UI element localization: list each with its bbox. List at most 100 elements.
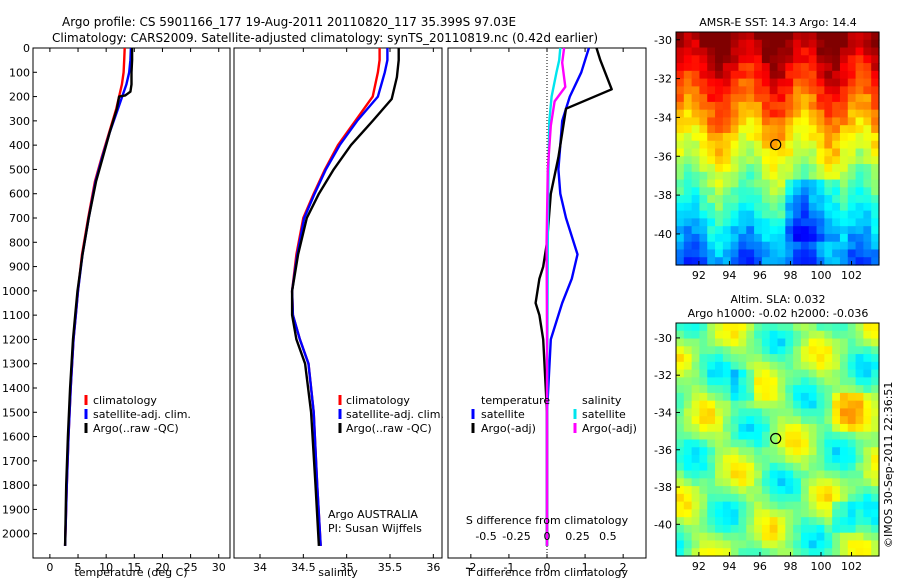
heatmap-cell (824, 257, 833, 266)
heatmap-cell (730, 78, 740, 87)
heatmap-cell (785, 532, 794, 542)
heatmap-cell (847, 210, 857, 219)
difference-legend: temperature salinity satellite Argo(-adj… (471, 394, 637, 435)
heatmap-cell (715, 187, 724, 196)
heatmap-cell (738, 47, 747, 56)
heatmap-cell (832, 540, 841, 549)
heatmap-cell (761, 70, 771, 80)
heatmap-cell (707, 39, 716, 49)
y-tick-label: -36 (654, 150, 672, 163)
heatmap-cell (769, 486, 779, 495)
heatmap-cell (871, 109, 880, 119)
heatmap-cell (855, 517, 864, 526)
heatmap-cell (707, 509, 716, 518)
heatmap-cell (699, 47, 708, 56)
heatmap-cell (769, 125, 779, 134)
heatmap-cell (777, 501, 786, 510)
heatmap-cell (863, 218, 872, 227)
heatmap-cell (824, 233, 833, 243)
heatmap-cell (691, 346, 701, 355)
heatmap-cell (699, 86, 708, 95)
heatmap-cell (824, 218, 833, 227)
heatmap-cell (707, 493, 716, 503)
heatmap-cell (816, 187, 825, 196)
heatmap-cell (832, 94, 841, 103)
heatmap-cell (824, 455, 833, 464)
legend-label-argo: Argo(..raw -QC) (93, 422, 179, 435)
heatmap-cell (722, 377, 732, 386)
heatmap-cell (754, 400, 763, 410)
heatmap-cell (793, 148, 802, 157)
heatmap-cell (722, 86, 732, 95)
temperature-panel: 0 5 10 15 20 25 30 010020030040050060070080090… (2, 42, 231, 579)
heatmap-cell (769, 78, 779, 87)
heatmap-cell (707, 385, 716, 394)
heatmap-cell (793, 109, 802, 119)
heatmap-cell (738, 70, 747, 80)
heatmap-cell (793, 361, 802, 371)
heatmap-cell (722, 55, 732, 64)
heatmap-cell (722, 408, 732, 417)
heatmap-cell (699, 501, 708, 510)
heatmap-cell (871, 532, 880, 542)
heatmap-cell (707, 338, 716, 347)
heatmap-cell (824, 447, 833, 456)
heatmap-cell (793, 47, 802, 56)
heatmap-cell (699, 101, 708, 111)
x-tick-label: 35 (340, 561, 354, 574)
heatmap-cell (832, 408, 841, 417)
heatmap-cell (785, 439, 794, 448)
heatmap-cell (754, 125, 763, 134)
heatmap-cell (738, 501, 747, 510)
heatmap-cell (832, 218, 841, 227)
heatmap-cell (855, 524, 864, 534)
heatmap-cell (871, 101, 880, 111)
heatmap-cell (816, 346, 825, 355)
heatmap-cell (816, 32, 825, 41)
heatmap-cell (785, 423, 794, 433)
heatmap-cell (855, 249, 864, 258)
heatmap-cell (699, 241, 708, 251)
heatmap-cell (761, 400, 771, 410)
heatmap-cell (699, 369, 708, 378)
heatmap-cell (808, 101, 818, 111)
heatmap-cell (761, 524, 771, 534)
heatmap-cell (715, 439, 724, 448)
heatmap-cell (800, 195, 810, 204)
heatmap-cell (871, 377, 880, 386)
heatmap-cell (855, 416, 864, 425)
heatmap-cell (839, 78, 849, 87)
heatmap-cell (707, 257, 716, 266)
heatmap-cell (722, 486, 732, 495)
heatmap-cell (847, 330, 857, 340)
heatmap-cell (871, 385, 880, 394)
heatmap-cell (839, 39, 849, 49)
heatmap-cell (808, 63, 818, 72)
heatmap-cell (683, 156, 693, 165)
heatmap-cell (863, 210, 872, 219)
heatmap-cell (761, 354, 771, 363)
heatmap-cell (761, 385, 771, 394)
heatmap-cell (863, 55, 872, 64)
heatmap-cell (777, 132, 786, 142)
heatmap-cell (715, 377, 724, 386)
top-tick-label: -0.5 (475, 530, 496, 543)
sla-map-panel: Altim. SLA: 0.032 Argo h1000: -0.02 h200… (654, 293, 880, 573)
heatmap-cell (722, 187, 732, 196)
heatmap-cell (754, 94, 763, 103)
heatmap-cell (863, 338, 872, 347)
heatmap-cell (699, 361, 708, 371)
heatmap-cell (863, 548, 872, 557)
heatmap-cell (793, 187, 802, 196)
heatmap-cell (785, 392, 794, 402)
heatmap-cell (793, 392, 802, 402)
heatmap-cell (855, 148, 864, 157)
heatmap-cell (800, 47, 810, 56)
heatmap-cell (816, 117, 825, 126)
heatmap-cell (800, 455, 810, 464)
heatmap-cell (699, 109, 708, 119)
heatmap-cell (691, 462, 701, 472)
heatmap-cell (777, 470, 786, 479)
heatmap-cell (738, 408, 747, 417)
heatmap-cell (839, 338, 849, 347)
